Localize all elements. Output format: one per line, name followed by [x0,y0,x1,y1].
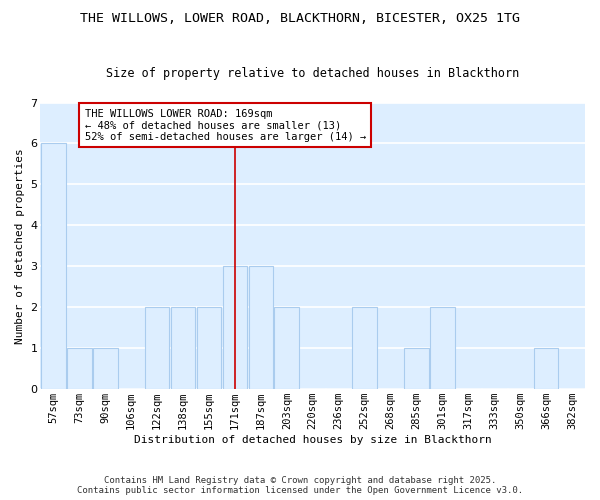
Bar [171,308,196,389]
Bar [41,144,66,389]
X-axis label: Distribution of detached houses by size in Blackthorn: Distribution of detached houses by size … [134,435,491,445]
Bar [274,308,299,389]
Bar [93,348,118,389]
Text: Contains HM Land Registry data © Crown copyright and database right 2025.
Contai: Contains HM Land Registry data © Crown c… [77,476,523,495]
Text: THE WILLOWS LOWER ROAD: 169sqm
← 48% of detached houses are smaller (13)
52% of : THE WILLOWS LOWER ROAD: 169sqm ← 48% of … [85,108,366,142]
Text: THE WILLOWS, LOWER ROAD, BLACKTHORN, BICESTER, OX25 1TG: THE WILLOWS, LOWER ROAD, BLACKTHORN, BIC… [80,12,520,26]
Bar [197,308,221,389]
Title: Size of property relative to detached houses in Blackthorn: Size of property relative to detached ho… [106,68,520,80]
Bar [430,308,455,389]
Bar [67,348,92,389]
Bar [248,266,273,389]
Y-axis label: Number of detached properties: Number of detached properties [15,148,25,344]
Bar [352,308,377,389]
Bar [145,308,169,389]
Bar [223,266,247,389]
Bar [404,348,429,389]
Bar [534,348,559,389]
